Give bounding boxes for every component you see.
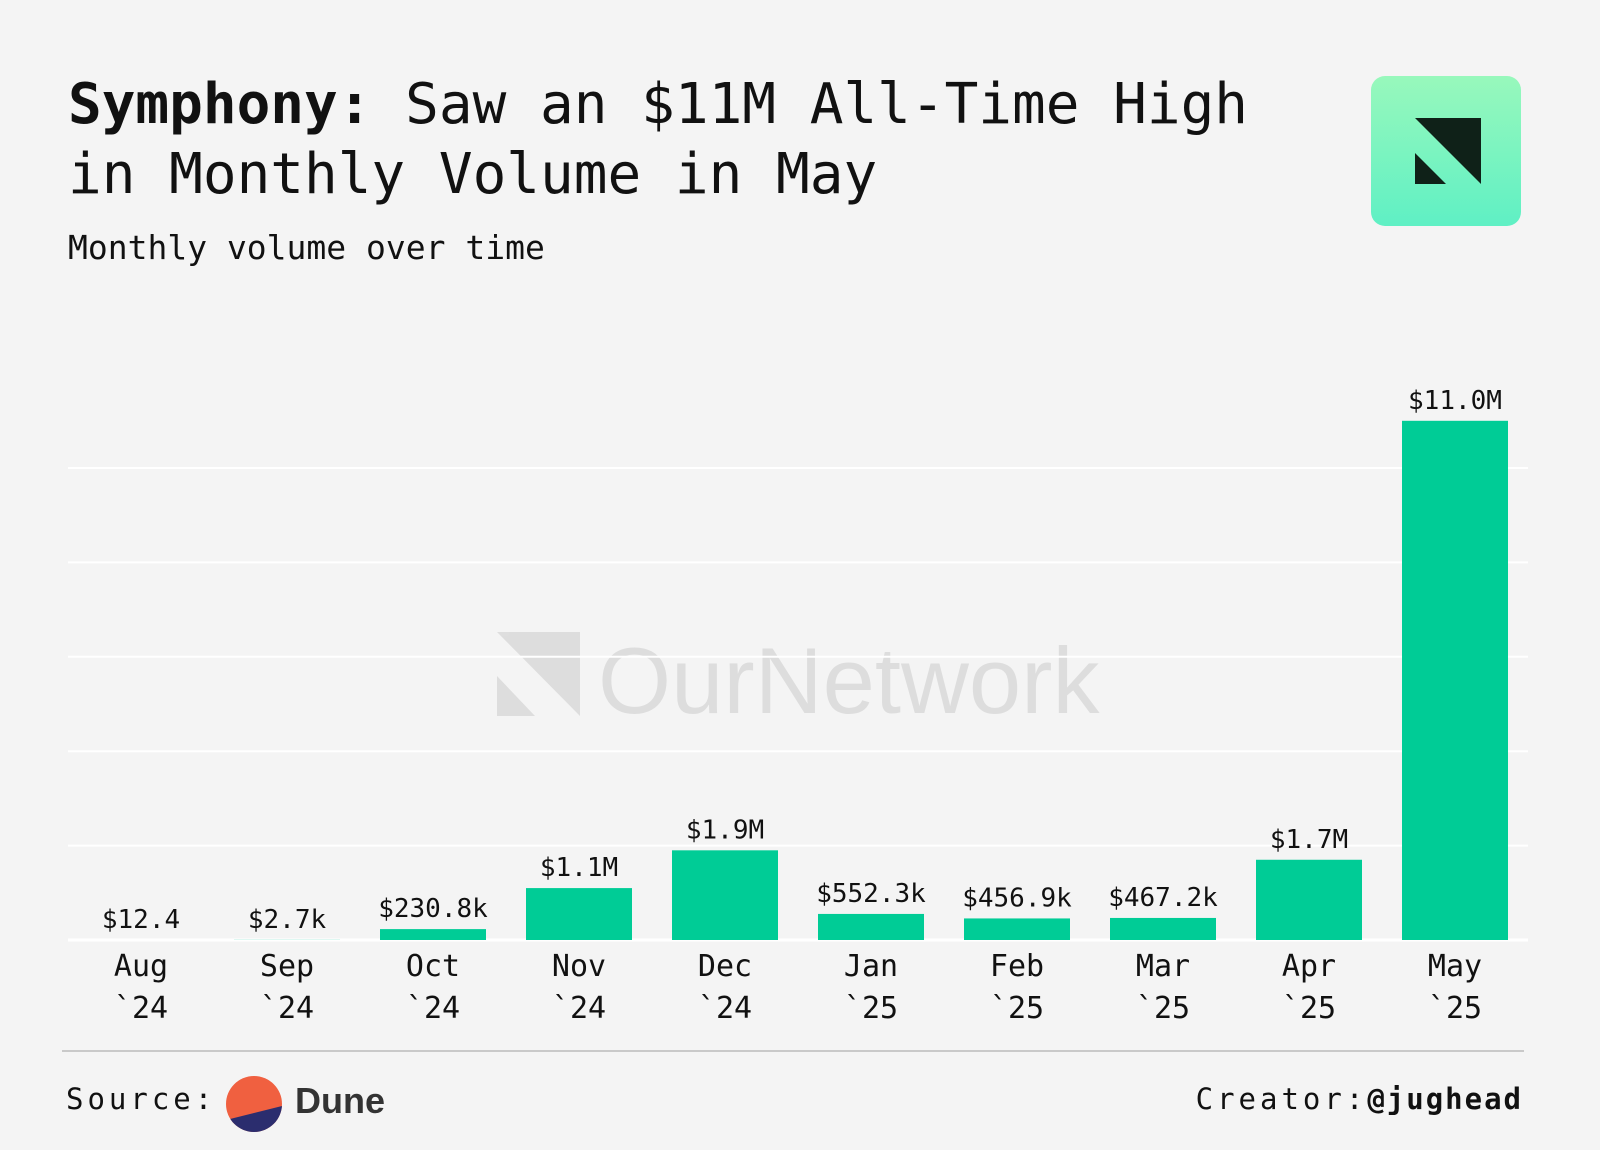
x-tick-label: Apr: [1282, 949, 1336, 984]
x-tick-label: Oct: [406, 949, 460, 984]
x-tick-label: `24: [114, 991, 168, 1026]
x-tick-label: `25: [990, 991, 1044, 1026]
dune-logo-icon: [226, 1076, 282, 1132]
data-label: $11.0M: [1408, 386, 1502, 416]
x-tick-label: Feb: [990, 949, 1044, 984]
x-tick-label: `24: [260, 991, 314, 1026]
data-label: $230.8k: [378, 894, 488, 924]
data-label: $456.9k: [962, 883, 1072, 913]
x-tick-label: `24: [552, 991, 606, 1026]
x-tick-label: Jan: [844, 949, 898, 984]
ournetwork-logo-icon: [1415, 118, 1481, 184]
x-axis-labels: Aug `24 Sep `24 Oct `24 Nov `24 Dec `24 Jan `25 Feb `…: [114, 949, 1482, 1026]
bar[interactable]: [1256, 859, 1362, 940]
value-labels: $12.4 $2.7k $230.8k $1.1M $1.9M $552.3k $456.9…: [102, 386, 1502, 935]
watermark-text: OurNetwork: [598, 628, 1100, 733]
data-label: $1.7M: [1270, 825, 1348, 855]
x-tick-label: Mar: [1136, 949, 1190, 984]
bar[interactable]: [380, 929, 486, 940]
bar-chart: OurNetwork $12.4 $2.7k $230.8k $1.1M $1.9M $5…: [68, 386, 1528, 1026]
bar[interactable]: [818, 913, 924, 940]
data-label: $1.1M: [540, 853, 618, 883]
x-tick-label: `25: [844, 991, 898, 1026]
data-label: $467.2k: [1108, 883, 1218, 913]
chart-title-rest: Saw an $11M All-Time High in Monthly Vol…: [68, 72, 1249, 207]
data-label: $12.4: [102, 905, 180, 935]
x-tick-label: Nov: [552, 949, 606, 984]
source-label: Source:: [66, 1082, 217, 1116]
x-tick-label: `25: [1282, 991, 1336, 1026]
data-label: $552.3k: [816, 879, 926, 909]
ournetwork-logo: [1371, 76, 1521, 226]
data-label: $1.9M: [686, 815, 764, 845]
bar[interactable]: [1402, 420, 1508, 940]
x-tick-label: May: [1428, 949, 1482, 984]
creator-handle[interactable]: @jughead: [1367, 1082, 1523, 1116]
bars: [88, 420, 1508, 940]
x-tick-label: `25: [1136, 991, 1190, 1026]
chart-subtitle: Monthly volume over time: [68, 228, 545, 267]
source-name[interactable]: Dune: [295, 1080, 385, 1121]
creator-label: Creator:: [1195, 1082, 1368, 1116]
ournetwork-watermark: OurNetwork: [497, 628, 1100, 733]
x-tick-label: `24: [698, 991, 752, 1026]
chart-title: Symphony: Saw an $11M All-Time High in M…: [68, 70, 1288, 210]
x-tick-label: Sep: [260, 949, 314, 984]
footer-divider: [62, 1050, 1524, 1052]
x-tick-label: Aug: [114, 949, 168, 984]
creator: Creator:@jughead: [1196, 1082, 1523, 1116]
data-label: $2.7k: [248, 905, 327, 935]
bar[interactable]: [1110, 917, 1216, 940]
x-tick-label: `25: [1428, 991, 1482, 1026]
x-tick-label: Dec: [698, 949, 752, 984]
bar[interactable]: [672, 850, 778, 940]
chart-title-bold: Symphony:: [68, 72, 372, 137]
bar[interactable]: [964, 918, 1070, 940]
x-tick-label: `24: [406, 991, 460, 1026]
bar[interactable]: [526, 888, 632, 940]
